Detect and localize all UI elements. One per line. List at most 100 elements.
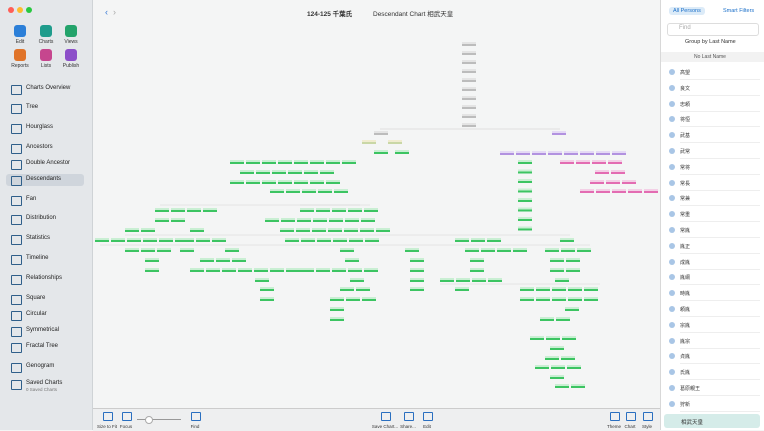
person-box [520, 287, 534, 289]
person-name[interactable]: 時胤 [680, 291, 691, 298]
toolbar-icon[interactable] [626, 412, 636, 421]
toolbar-label[interactable]: Edit [423, 424, 431, 429]
search-field[interactable]: Find [679, 25, 691, 31]
person-box-base [374, 133, 388, 135]
tab[interactable]: Smart Filters [723, 8, 755, 14]
toolbar-icon[interactable] [423, 412, 433, 421]
person-box-base [584, 299, 598, 301]
nav-item[interactable]: Fan [26, 196, 37, 202]
person-name[interactable]: 狩新 [680, 401, 691, 408]
nav-item[interactable]: Symmetrical [26, 327, 60, 333]
zoom-knob[interactable] [145, 416, 153, 424]
nav-item[interactable]: Saved Charts [26, 380, 63, 386]
nav-item[interactable]: Charts Overview [26, 85, 71, 91]
toolbar-icon[interactable] [103, 412, 113, 421]
tab[interactable]: All Persons [669, 7, 705, 15]
toolbar-label[interactable]: Save Chart... [371, 424, 399, 429]
zoom-slider[interactable] [137, 419, 181, 420]
action-icon[interactable] [14, 25, 26, 37]
person-name[interactable]: 常将 [680, 164, 691, 171]
zoom-button[interactable] [26, 7, 32, 13]
toolbar-icon[interactable] [404, 412, 414, 421]
person-box [350, 278, 364, 280]
action-label[interactable]: Views [64, 39, 78, 45]
close-button[interactable] [8, 7, 14, 13]
toolbar-icon[interactable] [381, 412, 391, 421]
person-name[interactable]: 葛原親王 [680, 386, 701, 392]
action-icon[interactable] [40, 49, 52, 61]
nav-item[interactable]: Square [26, 295, 46, 301]
person-name[interactable]: 頼胤 [680, 307, 691, 313]
person-name[interactable]: 常長 [680, 180, 691, 187]
person-name[interactable]: 氏胤 [680, 370, 691, 377]
person-box [595, 170, 609, 172]
person-icon [669, 353, 675, 360]
toolbar-label[interactable]: Share... [400, 424, 416, 429]
person-box-base [294, 182, 308, 184]
nav-item[interactable]: Timeline [26, 255, 49, 261]
person-box-base [580, 153, 594, 155]
person-box-base [462, 62, 476, 64]
person-box [410, 258, 424, 260]
nav-item[interactable]: Circular [26, 311, 47, 317]
person-name[interactable]: 常兼 [680, 196, 691, 203]
person-name[interactable]: 将恒 [680, 117, 691, 124]
person-name[interactable]: 高望 [680, 70, 691, 76]
toolbar-icon[interactable] [191, 412, 201, 421]
nav-icon [11, 311, 22, 321]
person-box [580, 151, 594, 153]
toolbar-label[interactable]: Style [641, 424, 652, 429]
person-box-base [555, 386, 569, 388]
toolbar-label[interactable]: Theme [606, 424, 621, 429]
action-label[interactable]: Reports [11, 63, 29, 69]
person-name[interactable]: 武常 [680, 149, 691, 155]
person-name[interactable]: 胤宗 [680, 338, 691, 345]
action-icon[interactable] [65, 25, 77, 37]
nav-item[interactable]: Distribution [26, 215, 57, 221]
person-box [462, 69, 476, 71]
action-icon[interactable] [65, 49, 77, 61]
minimize-button[interactable] [17, 7, 23, 13]
nav-item[interactable]: Ancestors [26, 144, 53, 150]
person-box-base [552, 289, 566, 291]
person-icon [669, 211, 675, 218]
toolbar-label[interactable]: Size to Fit [96, 424, 117, 429]
nav-item[interactable]: Fractal Tree [26, 343, 59, 349]
toolbar-icon[interactable] [610, 412, 620, 421]
toolbar-icon[interactable] [643, 412, 653, 421]
toolbar-label[interactable]: Find [190, 424, 200, 429]
back-button[interactable]: ‹ › [105, 7, 116, 17]
nav-item[interactable]: Tree [26, 104, 39, 110]
person-name[interactable]: 胤正 [680, 243, 691, 250]
action-label[interactable]: Publish [62, 63, 80, 69]
person-name[interactable]: 成胤 [680, 259, 691, 266]
action-icon[interactable] [40, 25, 52, 37]
nav-item[interactable]: Descendants [26, 176, 62, 182]
person-name[interactable]: 胤綱 [680, 275, 691, 282]
action-label[interactable]: Lists [40, 63, 52, 69]
person-name[interactable]: 武基 [680, 133, 691, 140]
action-icon[interactable] [14, 49, 26, 61]
person-name[interactable]: 貞胤 [680, 354, 691, 361]
toolbar-icon[interactable] [122, 412, 132, 421]
nav-item[interactable]: Hourglass [26, 124, 54, 130]
person-name[interactable]: 常重 [680, 212, 691, 219]
person-box-base [567, 367, 581, 369]
action-label[interactable]: Edit [15, 39, 25, 45]
person-name[interactable]: 忠頼 [680, 101, 691, 108]
person-box-base [560, 162, 574, 164]
toolbar-label[interactable]: Chart [624, 424, 636, 429]
action-label[interactable]: Charts [38, 39, 54, 45]
person-name[interactable]: 常胤 [680, 228, 691, 234]
nav-item[interactable]: Relationships [26, 275, 63, 281]
group-by[interactable]: Group by Last Name [685, 39, 736, 45]
nav-item[interactable]: Double Ancestor [26, 160, 71, 166]
toolbar-label[interactable]: Focus [119, 424, 133, 429]
person-box-base [143, 240, 157, 242]
person-name[interactable]: 良文 [680, 85, 691, 92]
nav-icon [11, 196, 22, 206]
nav-item[interactable]: Statistics [26, 235, 51, 241]
person-name[interactable]: 宗胤 [680, 322, 691, 329]
nav-item[interactable]: Genogram [26, 363, 55, 369]
selected-person[interactable]: 相武天皇 [681, 420, 704, 426]
